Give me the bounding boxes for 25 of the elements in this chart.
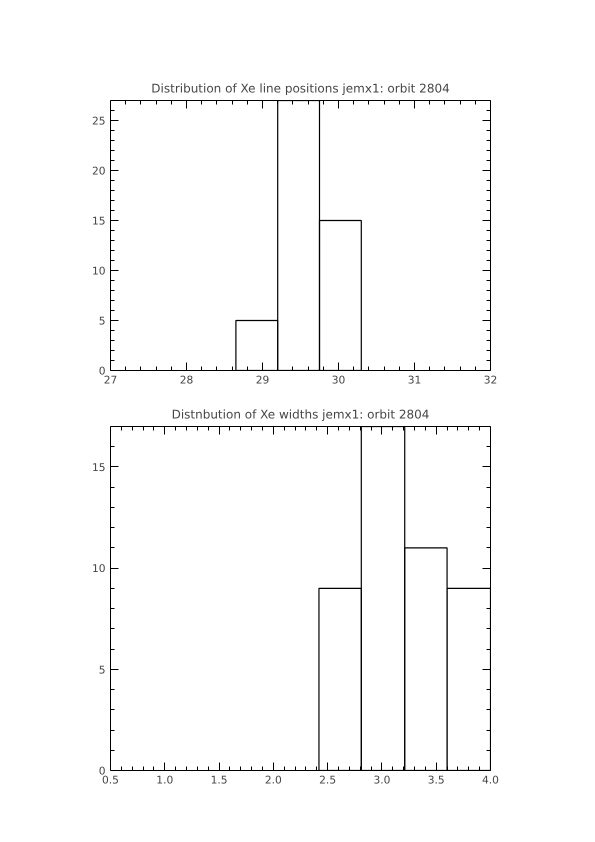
x-tick-label: 4.0 (482, 774, 500, 786)
y-tick-label: 0 (98, 364, 106, 378)
x-tick-label: 30 (332, 374, 346, 386)
x-tick-label: 29 (256, 374, 270, 386)
x-tick-label: 3.5 (428, 774, 445, 786)
y-tick-label: 10 (92, 562, 106, 576)
x-tick-label: 1.5 (210, 774, 228, 786)
chart-title: Distribution of Xe line positions jemx1: orbit 2804 (151, 82, 450, 96)
chart-title: Distnbution of Xe widths jemx1: orbit 2804 (172, 408, 430, 422)
x-tick-label: 28 (180, 374, 194, 386)
x-tick-label: 2.5 (319, 774, 336, 786)
x-tick-label: 0.5 (102, 774, 119, 786)
x-tick-label: 2.0 (264, 774, 282, 786)
y-tick-label: 25 (92, 114, 106, 128)
x-tick-label: 3.0 (373, 774, 391, 786)
y-tick-label: 20 (92, 164, 106, 178)
x-tick-label: 1.0 (156, 774, 174, 786)
y-tick-label: 5 (98, 314, 106, 328)
y-tick-label: 10 (92, 264, 106, 278)
y-tick-label: 5 (98, 663, 106, 676)
y-tick-label: 15 (92, 460, 106, 474)
y-tick-label: 15 (92, 214, 106, 228)
x-tick-label: 32 (484, 374, 498, 386)
x-tick-label: 31 (408, 374, 422, 386)
x-tick-label: 27 (104, 374, 118, 386)
